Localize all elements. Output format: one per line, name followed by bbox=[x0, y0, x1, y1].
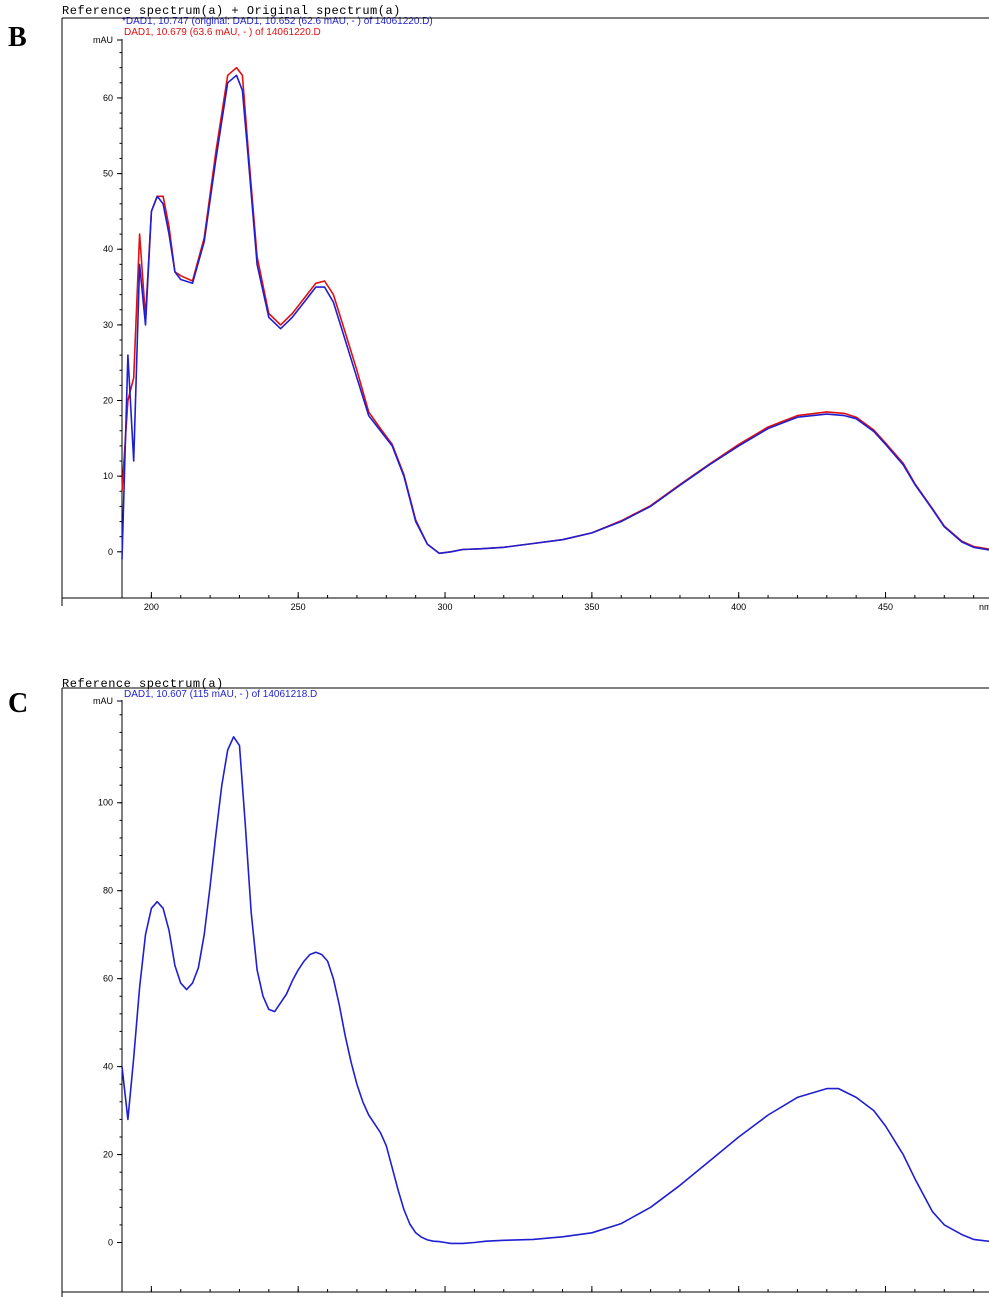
x-tick-label: 200 bbox=[144, 602, 159, 612]
y-tick-label: 20 bbox=[103, 1150, 113, 1160]
x-tick-label: 350 bbox=[584, 602, 599, 612]
y-tick-label: 40 bbox=[103, 244, 113, 254]
legend-entry-blue: *DAD1, 10.747 (original: DAD1, 10.652 (6… bbox=[122, 16, 433, 27]
chart-title: Reference spectrum(a) + Original spectru… bbox=[62, 4, 401, 18]
y-tick-label: 10 bbox=[103, 471, 113, 481]
x-tick-label: 250 bbox=[291, 602, 306, 612]
x-tick-label: 400 bbox=[731, 602, 746, 612]
plot-area-b: 0 10 20 30 40 50 60 mAU 200 250 300 350 400 450 nm bbox=[61, 17, 989, 612]
chart-c: Reference spectrum(a) DAD1, 10.607 (115 … bbox=[61, 677, 989, 1297]
series-line-blue bbox=[121, 736, 989, 1245]
x-tick-label: 300 bbox=[438, 602, 453, 612]
y-tick-label: 100 bbox=[98, 798, 113, 808]
y-axis-label: mAU bbox=[93, 696, 113, 706]
y-tick-label: 80 bbox=[103, 886, 113, 896]
y-tick-label: 60 bbox=[103, 93, 113, 103]
panel-letter: C bbox=[8, 688, 29, 719]
legend-entry-red: DAD1, 10.679 (63.6 mAU, - ) of 14061220.… bbox=[124, 27, 321, 38]
y-tick-label: 60 bbox=[103, 974, 113, 984]
y-tick-label: 0 bbox=[108, 1238, 113, 1248]
series-line-red bbox=[121, 66, 989, 555]
y-tick-label: 30 bbox=[103, 320, 113, 330]
x-tick-label: 450 bbox=[878, 602, 893, 612]
y-tick-label: 0 bbox=[108, 547, 113, 557]
plot-area-c: 020406080100mAU200250300350400450 bbox=[61, 687, 989, 1297]
legend-entry-blue: DAD1, 10.607 (115 mAU, - ) of 14061218.D bbox=[124, 689, 317, 700]
panel-letter: B bbox=[8, 22, 27, 53]
y-tick-label: 40 bbox=[103, 1062, 113, 1072]
panel-c: C Reference spectrum(a) DAD1, 10.607 (11… bbox=[0, 660, 989, 1297]
chart-b: Reference spectrum(a) + Original spectru… bbox=[61, 4, 989, 612]
y-tick-label: 20 bbox=[103, 396, 113, 406]
y-axis-label: mAU bbox=[93, 35, 113, 45]
panel-b: B Reference spectrum(a) + Original spect… bbox=[0, 0, 989, 620]
y-tick-label: 50 bbox=[103, 169, 113, 179]
series-line-blue bbox=[121, 74, 989, 560]
x-axis-label: nm bbox=[979, 602, 989, 612]
